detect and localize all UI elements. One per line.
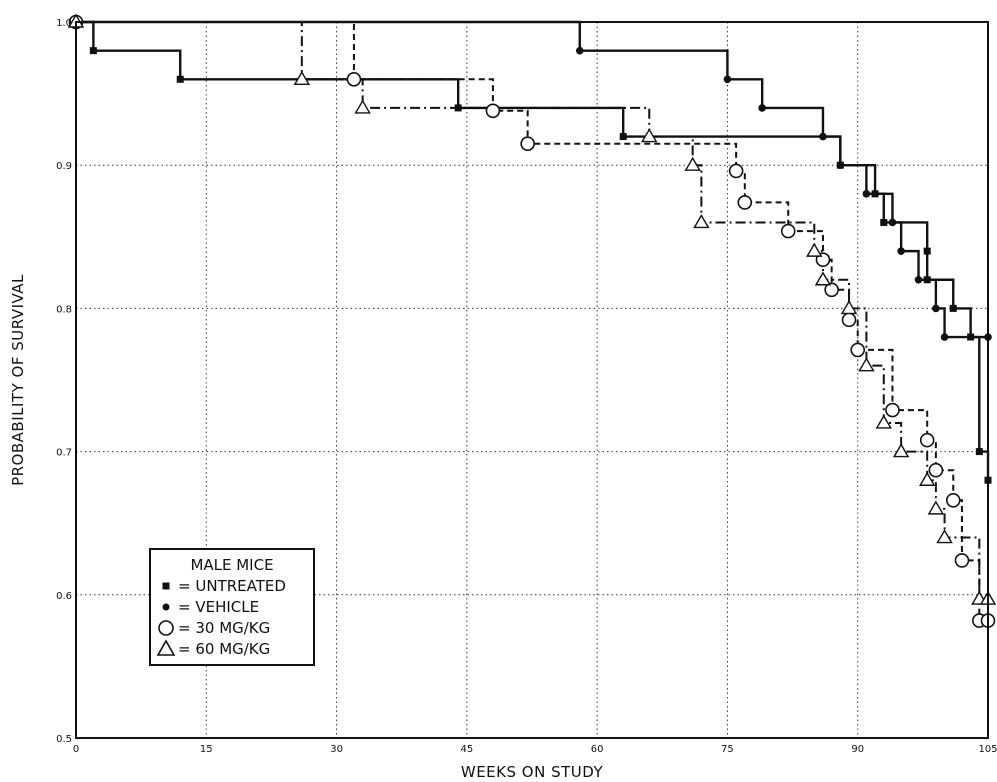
series-marker-untreated: [871, 190, 879, 198]
series-marker-30-mg-kg: [954, 553, 970, 568]
plot-frame: [75, 21, 989, 739]
x-axis-title: WEEKS ON STUDY: [461, 763, 604, 781]
x-tick-label: 15: [200, 744, 213, 755]
y-tick-label: 0.9: [56, 161, 72, 172]
legend-marker: [162, 603, 170, 611]
series-marker-vehicle: [819, 132, 827, 141]
legend: MALE MICE = UNTREATED = VEHICLE = 30 MG/KG…: [149, 548, 315, 666]
series-marker-30-mg-kg: [520, 136, 535, 152]
legend-entry-label: = VEHICLE: [178, 598, 259, 616]
series-marker-30-mg-kg: [728, 163, 744, 179]
series-marker-untreated: [619, 133, 627, 141]
y-tick-label: 0.8: [56, 304, 72, 315]
series-marker-30-mg-kg: [850, 342, 866, 358]
series-marker-untreated: [454, 104, 462, 112]
series-marker-vehicle: [897, 247, 905, 255]
y-tick-labels: 0.5 0.6 0.7 0.8 0.9 1.0: [56, 18, 72, 745]
series-marker-30-mg-kg: [928, 462, 944, 478]
series-marker-30-mg-kg: [737, 195, 753, 210]
series-marker-30-mg-kg: [824, 282, 839, 298]
legend-entry-label: = 60 MG/KG: [178, 640, 270, 658]
series-marker-30-mg-kg: [919, 432, 935, 448]
series-marker-60-mg-kg: [814, 271, 832, 286]
legend-marker: [158, 620, 174, 636]
series-marker-30-mg-kg: [945, 492, 961, 508]
y-tick-label: 0.7: [56, 448, 72, 459]
x-tick-label: 60: [591, 744, 604, 755]
series-marker-vehicle: [862, 190, 871, 198]
series-marker-untreated: [923, 276, 931, 284]
series-marker-60-mg-kg: [875, 414, 892, 429]
legend-entry-label: = 30 MG/KG: [178, 619, 270, 637]
y-tick-label: 0.6: [56, 591, 72, 602]
legend-box: [149, 548, 315, 666]
series-marker-30-mg-kg: [346, 71, 362, 87]
series-marker-vehicle: [758, 104, 766, 112]
series-marker-untreated: [949, 304, 957, 312]
series-marker-30-mg-kg: [485, 103, 501, 119]
series-marker-60-mg-kg: [806, 242, 823, 257]
x-tick-label: 30: [330, 744, 343, 755]
x-tick-label: 45: [460, 744, 473, 755]
series-marker-untreated: [923, 247, 931, 255]
x-tick-label: 90: [851, 744, 864, 755]
series-marker-untreated: [89, 47, 97, 55]
legend-entries: = UNTREATED = VEHICLE = 30 MG/KG = 60 MG/KG: [156, 577, 286, 658]
series-line-30-mg-kg: [76, 21, 988, 622]
series-marker-vehicle: [836, 161, 845, 169]
x-tick-label: 105: [978, 744, 997, 755]
series-marker-60-mg-kg: [840, 300, 858, 315]
series-marker-60-mg-kg: [927, 500, 945, 515]
legend-marker: [162, 582, 170, 590]
grid-lines: [76, 22, 988, 738]
y-tick-label: 0.5: [56, 734, 72, 745]
series-marker-untreated: [880, 218, 888, 226]
series-marker-untreated: [176, 75, 184, 83]
series-marker-60-mg-kg: [293, 70, 311, 85]
y-tick-label: 1.0: [56, 18, 72, 29]
x-tick-label: 75: [721, 744, 734, 755]
legend-marker: [156, 639, 176, 656]
series-marker-vehicle: [888, 218, 897, 227]
series-marker-60-mg-kg: [693, 214, 710, 229]
legend-title: MALE MICE: [190, 556, 273, 574]
series-marker-30-mg-kg: [885, 402, 900, 418]
series-marker-vehicle: [932, 304, 940, 313]
series-marker-60-mg-kg: [858, 357, 875, 372]
legend-entry-label: = UNTREATED: [178, 577, 286, 595]
series-marker-30-mg-kg: [780, 223, 796, 239]
series-line-vehicle: [76, 20, 988, 339]
x-tick-label: 0: [73, 744, 79, 755]
series-marker-60-mg-kg: [641, 128, 658, 143]
series-marker-60-mg-kg: [918, 471, 936, 486]
y-axis-title: PROBABILITY OF SURVIVAL: [9, 274, 27, 486]
x-tick-labels: 0 15 30 45 60 75 90 105: [73, 744, 997, 755]
series-marker-30-mg-kg: [841, 312, 857, 328]
series-marker-vehicle: [914, 275, 923, 284]
series-marker-60-mg-kg: [892, 443, 910, 458]
series-marker-60-mg-kg: [936, 529, 953, 544]
series-marker-vehicle: [723, 75, 732, 84]
series-marker-60-mg-kg: [354, 99, 371, 114]
series-marker-vehicle: [575, 46, 584, 55]
series-line-untreated: [76, 20, 990, 481]
series-marker-untreated: [967, 333, 975, 341]
series-marker-untreated: [975, 448, 983, 456]
series-marker-vehicle: [940, 333, 949, 341]
series-marker-60-mg-kg: [684, 156, 701, 171]
